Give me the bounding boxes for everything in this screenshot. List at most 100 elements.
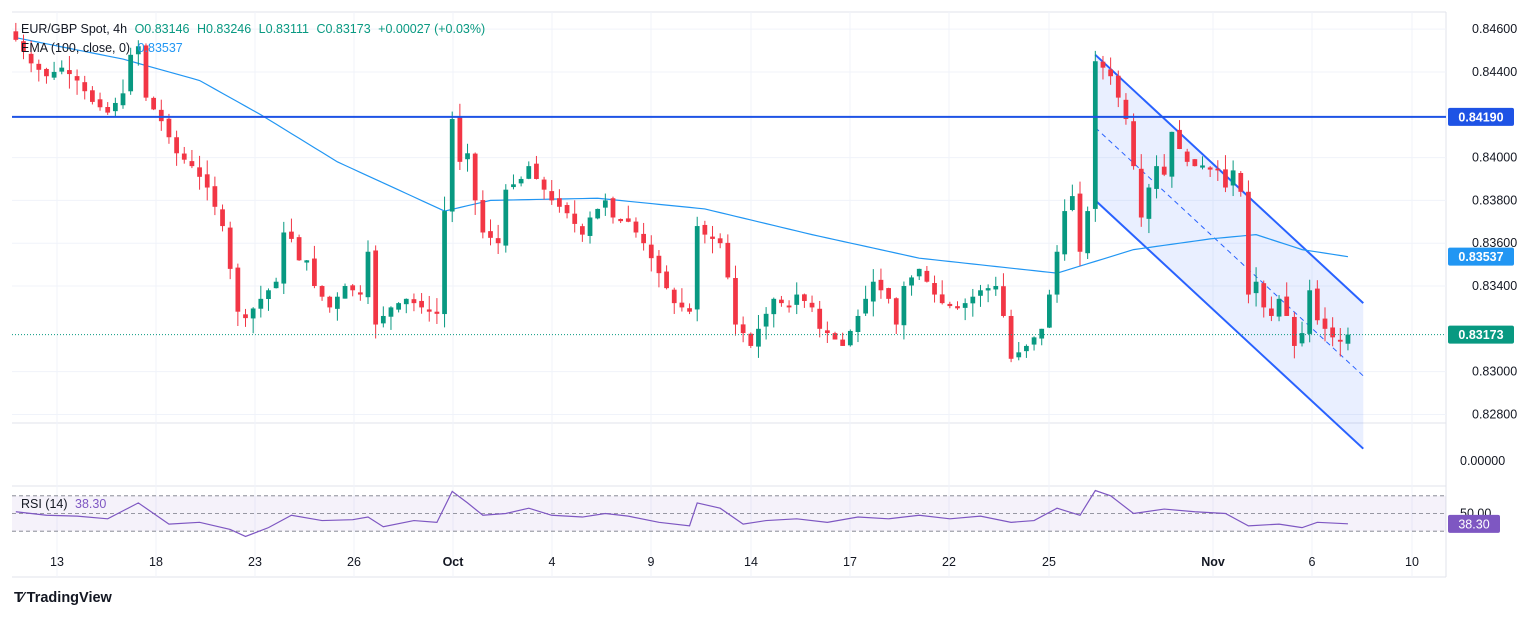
candle-body (511, 184, 516, 188)
candle-body (28, 53, 34, 64)
candle-body (618, 218, 624, 222)
candle-body (442, 211, 447, 315)
candle (128, 47, 134, 95)
rsi-legend[interactable]: RSI (14) 38.30 (21, 497, 110, 511)
candle (855, 309, 861, 343)
ema-price-badge-bg (1448, 247, 1514, 266)
candle-body (426, 309, 432, 312)
candle (1146, 183, 1152, 234)
candle-body (74, 76, 80, 81)
candle (1184, 148, 1190, 167)
candle-body (250, 308, 256, 319)
descending-channel[interactable] (1094, 54, 1364, 450)
rsi-badge-bg (1448, 514, 1500, 533)
candle (740, 316, 746, 343)
candle-body (932, 283, 937, 295)
candle-body (1276, 298, 1282, 317)
time-tick-label: 22 (942, 555, 956, 569)
candle (932, 275, 937, 303)
candle (388, 306, 394, 330)
candle-body (1253, 281, 1259, 294)
candle-body (656, 255, 662, 274)
rsi-value: 38.30 (75, 497, 107, 511)
candle (166, 113, 172, 144)
candle-body (733, 278, 738, 325)
candle (633, 217, 639, 238)
candle-body (978, 290, 983, 296)
candle-body (1092, 61, 1098, 209)
candle-body (128, 54, 134, 92)
candle (503, 184, 509, 253)
candle-body (924, 270, 930, 282)
candle-body (1184, 151, 1190, 162)
candle-body (633, 221, 639, 233)
time-tick-label: 17 (843, 555, 857, 569)
candle (174, 130, 179, 166)
time-axis[interactable]: 13 18 23 26 Oct 4 9 14 17 22 25 Nov 6 10 (50, 555, 1419, 569)
candle (1299, 321, 1305, 347)
candle-body (457, 117, 463, 162)
candle (495, 224, 501, 255)
candle-body (143, 45, 149, 98)
candle (204, 160, 210, 201)
candle-body (373, 250, 379, 325)
price-tick-label: 0.83000 (1472, 365, 1517, 379)
horizontal-level-line[interactable] (12, 115, 1446, 336)
candle (380, 306, 386, 328)
candle-body (204, 174, 210, 188)
candle-body (947, 303, 953, 307)
candle-body (625, 218, 631, 222)
candle-body (1085, 211, 1091, 254)
candle-body (1146, 187, 1152, 219)
candle-body (281, 232, 287, 284)
candle-body (1047, 294, 1052, 328)
candle (1100, 55, 1106, 80)
candle (993, 276, 999, 296)
candle (962, 298, 968, 321)
candle-body (610, 198, 616, 218)
candle (717, 233, 723, 249)
candle (809, 295, 815, 313)
candle-body (863, 298, 869, 314)
price-tick-label: 0.84600 (1472, 22, 1517, 36)
candle (365, 240, 371, 304)
candle-body (878, 279, 884, 291)
candle (893, 297, 899, 334)
candle-body (1154, 166, 1159, 189)
candle (449, 111, 455, 223)
ema-legend[interactable]: EMA (100, close, 0) 0.83537 (21, 41, 187, 55)
candle (679, 288, 685, 312)
candle (82, 75, 88, 100)
last-price-badge: 0.83173 (1448, 325, 1514, 344)
open-value: O0.83146 (134, 22, 190, 36)
level-price-badge-text: 0.84190 (1458, 110, 1503, 124)
tradingview-brand[interactable]: T⁄ TradingView (14, 589, 112, 606)
level-price-badge-bg (1448, 107, 1514, 126)
candle (135, 40, 141, 66)
channel-lower-line (1094, 199, 1364, 450)
price-tick-label: 0.84000 (1472, 151, 1517, 165)
candle-body (587, 217, 593, 236)
candle (694, 216, 700, 322)
change-value: +0.00027 (+0.03%) (378, 22, 486, 36)
candle-body (1330, 327, 1336, 338)
price-axis[interactable]: 0.84600 0.84400 0.84000 0.83800 0.83600 0.834… (1448, 22, 1517, 533)
candle-body (503, 189, 509, 246)
candle (1016, 341, 1022, 361)
candle-body (197, 167, 202, 177)
ema-line (15, 37, 1349, 274)
candle (1223, 155, 1228, 193)
candle-body (266, 290, 271, 300)
candle (1337, 328, 1343, 357)
candle (488, 219, 493, 246)
candle-body (112, 102, 118, 112)
candle (1062, 199, 1068, 261)
channel-upper-line (1094, 54, 1364, 304)
candle-body (710, 236, 715, 239)
symbol-label[interactable]: EUR/GBP Spot, 4h (21, 22, 128, 36)
candle (1238, 171, 1244, 197)
candle (1345, 327, 1351, 351)
candle-body (365, 251, 371, 298)
candle (97, 92, 103, 111)
